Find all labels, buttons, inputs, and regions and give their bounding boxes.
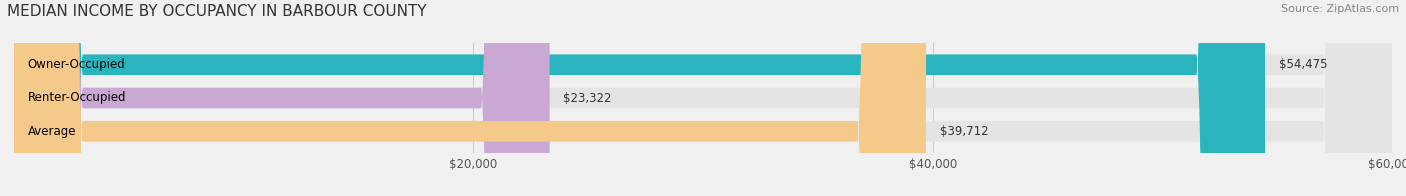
Text: $23,322: $23,322 (564, 92, 612, 104)
Text: $54,475: $54,475 (1279, 58, 1327, 71)
Text: Average: Average (28, 125, 76, 138)
FancyBboxPatch shape (14, 0, 1392, 196)
FancyBboxPatch shape (14, 0, 927, 196)
Text: Renter-Occupied: Renter-Occupied (28, 92, 127, 104)
FancyBboxPatch shape (14, 0, 1392, 196)
Text: Owner-Occupied: Owner-Occupied (28, 58, 125, 71)
FancyBboxPatch shape (14, 0, 1265, 196)
Text: MEDIAN INCOME BY OCCUPANCY IN BARBOUR COUNTY: MEDIAN INCOME BY OCCUPANCY IN BARBOUR CO… (7, 4, 426, 19)
FancyBboxPatch shape (14, 0, 1392, 196)
Text: Source: ZipAtlas.com: Source: ZipAtlas.com (1281, 4, 1399, 14)
Text: $39,712: $39,712 (939, 125, 988, 138)
FancyBboxPatch shape (14, 0, 550, 196)
